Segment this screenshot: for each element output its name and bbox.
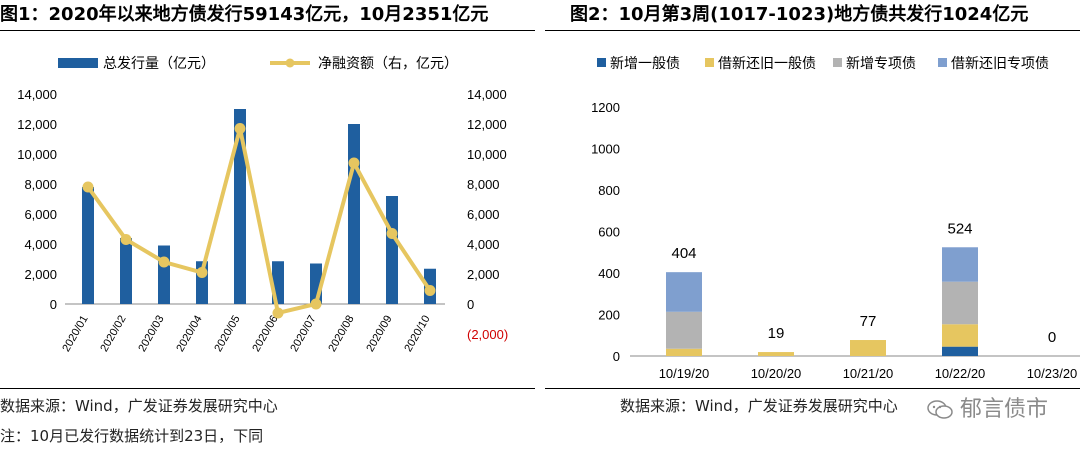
y-left-tick-label: 4,000 <box>24 237 57 252</box>
right-source-rule <box>545 388 1080 389</box>
x-tick-label: 10/23/20 <box>1027 366 1078 381</box>
bar <box>234 109 246 304</box>
y-right-tick-label: (2,000) <box>467 327 508 342</box>
line-point <box>158 256 170 268</box>
x-tick-label: 10/19/20 <box>659 366 710 381</box>
legend-marker-line <box>285 58 295 68</box>
y-tick-label: 800 <box>598 183 620 198</box>
y-tick-label: 200 <box>598 308 620 323</box>
y-tick-label: 600 <box>598 225 620 240</box>
net-financing-line <box>86 127 432 316</box>
x-tick-label: 2020/05 <box>212 314 242 354</box>
y-tick-label: 1200 <box>591 100 620 115</box>
line-point <box>424 285 436 296</box>
legend-swatch <box>833 58 842 67</box>
legend-label: 借新还旧专项债 <box>951 55 1049 71</box>
x-tick-label: 2020/02 <box>98 314 128 354</box>
stacked-bar-segment <box>850 340 886 356</box>
stacked-bar-segment <box>666 348 702 356</box>
right-chart-title: 图2：10月第3周(1017-1023)地方债共发行1024亿元 <box>570 4 1029 25</box>
y-tick-label: 400 <box>598 266 620 281</box>
line-point <box>386 228 398 239</box>
x-tick-label: 10/21/20 <box>843 366 894 381</box>
stacked-bar-segment <box>758 352 794 356</box>
legend-swatch <box>705 58 714 67</box>
watermark: 郁言债市 <box>927 391 1048 423</box>
y-left-tick-label: 0 <box>50 297 57 312</box>
wechat-icon <box>927 400 953 419</box>
x-tick-label: 2020/01 <box>60 314 90 354</box>
right-title-rule <box>545 30 1080 31</box>
line-point <box>196 267 208 278</box>
watermark-text: 郁言债市 <box>959 397 1048 422</box>
y-left-tick-label: 6,000 <box>24 207 57 222</box>
right-chart-panel: 图2：10月第3周(1017-1023)地方债共发行1024亿元 新增一般债 借新… <box>545 0 1080 451</box>
left-source-text: 数据来源：Wind，广发证券发展研究中心 <box>0 397 278 415</box>
bar <box>386 196 398 304</box>
stacked-bar-segment <box>942 324 978 347</box>
x-tick-label: 2020/07 <box>288 314 318 354</box>
line-point <box>310 298 322 310</box>
x-tick-label: 2020/08 <box>326 314 356 354</box>
x-tick-label: 10/20/20 <box>751 366 802 381</box>
x-tick-label: 2020/03 <box>136 314 166 354</box>
legend-label-bars: 总发行量（亿元） <box>103 55 215 71</box>
left-chart-panel: 图1：2020年以来地方债发行59143亿元，10月2351亿元 总发行量（亿元… <box>0 0 535 451</box>
stacked-bar-segment <box>942 247 978 282</box>
y-left-tick-label: 12,000 <box>17 117 57 132</box>
total-label: 19 <box>768 325 785 342</box>
y-left-tick-label: 14,000 <box>17 87 57 102</box>
legend-swatch <box>597 58 606 67</box>
legend-label: 新增专项债 <box>846 55 916 71</box>
total-label: 0 <box>1048 329 1056 346</box>
x-tick-label: 2020/09 <box>364 314 394 354</box>
y-right-tick-label: 4,000 <box>467 237 500 252</box>
line-point <box>120 234 132 245</box>
y-right-tick-label: 14,000 <box>467 87 507 102</box>
legend-label: 借新还旧一般债 <box>718 55 816 71</box>
x-tick-label: 2020/04 <box>174 314 204 354</box>
line-point <box>272 307 284 319</box>
y-right-tick-label: 2,000 <box>467 267 500 282</box>
line-point <box>234 123 246 134</box>
legend-label: 新增一般债 <box>610 55 680 71</box>
line-point <box>82 181 94 193</box>
y-right-tick-label: 6,000 <box>467 207 500 222</box>
x-tick-label: 2020/06 <box>250 314 280 354</box>
y-tick-label: 1000 <box>591 142 620 157</box>
stacked-bar-segment <box>666 272 702 312</box>
y-left-tick-label: 10,000 <box>17 147 57 162</box>
y-left-tick-label: 8,000 <box>24 177 57 192</box>
total-label: 404 <box>671 245 696 262</box>
y-right-tick-label: 12,000 <box>467 117 507 132</box>
y-right-tick-label: 8,000 <box>467 177 500 192</box>
stacked-bar-segment <box>666 311 702 349</box>
stacked-bar-segment <box>942 281 978 325</box>
total-label: 77 <box>860 313 877 330</box>
left-chart-title: 图1：2020年以来地方债发行59143亿元，10月2351亿元 <box>0 4 489 25</box>
legend-label-line: 净融资额（右，亿元） <box>318 55 458 71</box>
bar <box>158 245 170 304</box>
left-source-rule <box>0 388 535 389</box>
y-right-tick-label: 0 <box>467 297 474 312</box>
left-title-rule <box>0 30 535 31</box>
line-point <box>348 157 360 169</box>
legend-swatch-bars <box>58 58 98 68</box>
left-chart-svg: 总发行量（亿元） 净融资额（右，亿元） 0 2,000 4,000 6,000 8,000 1… <box>17 55 508 354</box>
left-note-text: 注：10月已发行数据统计到23日，下同 <box>0 427 264 445</box>
bar <box>120 238 132 304</box>
right-chart-svg: 新增一般债 借新还旧一般债 新增专项债 借新还旧专项债 0 200 400 600 800 100… <box>591 55 1080 381</box>
x-tick-label: 10/22/20 <box>935 366 986 381</box>
total-label: 524 <box>947 220 972 237</box>
bar <box>82 187 94 304</box>
stacked-bar-segment <box>942 346 978 356</box>
right-source-text: 数据来源：Wind，广发证券发展研究中心 <box>620 397 898 415</box>
y-left-tick-label: 2,000 <box>24 267 57 282</box>
y-right-tick-label: 10,000 <box>467 147 507 162</box>
x-tick-label: 2020/10 <box>402 314 432 354</box>
bar <box>348 124 360 304</box>
legend-swatch <box>938 58 947 67</box>
y-tick-label: 0 <box>613 349 620 364</box>
